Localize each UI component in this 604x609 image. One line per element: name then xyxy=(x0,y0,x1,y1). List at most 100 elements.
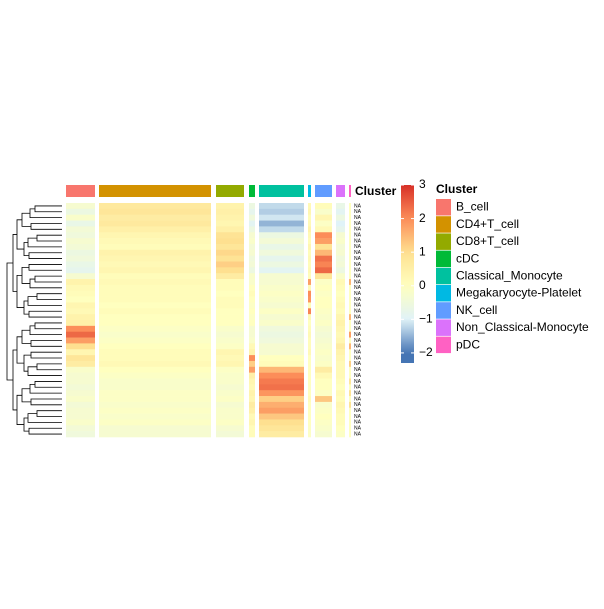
legend-swatch xyxy=(436,233,451,250)
dendrogram-branch xyxy=(34,381,62,388)
heat-cell xyxy=(308,384,311,391)
heat-cell xyxy=(308,407,311,414)
heat-cell xyxy=(336,279,345,286)
row-label: NA xyxy=(354,273,362,279)
row-label: NA xyxy=(354,361,362,367)
heat-cell xyxy=(315,384,332,391)
annotation-cell xyxy=(308,185,311,197)
heat-cell xyxy=(259,226,304,233)
heat-cell xyxy=(99,425,211,432)
heat-cell xyxy=(349,284,351,292)
heat-cell xyxy=(99,243,211,251)
heat-cell xyxy=(216,431,244,438)
row-label: NA xyxy=(354,268,362,274)
dendrogram-branch xyxy=(27,366,62,376)
heat-cell xyxy=(259,273,304,280)
heat-cell xyxy=(66,407,95,414)
heat-cell xyxy=(216,337,244,344)
heat-cell xyxy=(336,378,345,385)
heat-cell xyxy=(66,378,95,385)
heat-cell xyxy=(249,349,255,356)
heat-cell xyxy=(315,220,332,227)
heat-cell xyxy=(99,419,211,426)
heat-cell xyxy=(259,284,304,292)
heat-cell xyxy=(349,302,351,309)
dendrogram-branch xyxy=(36,293,62,300)
heat-cell xyxy=(308,279,311,286)
heat-cell xyxy=(66,372,95,379)
heat-cell xyxy=(336,302,345,309)
heat-cell xyxy=(259,360,304,368)
heat-cell xyxy=(66,284,95,292)
heat-cell xyxy=(336,425,345,432)
heat-cell xyxy=(216,425,244,432)
heat-cell xyxy=(259,337,304,344)
heat-cell xyxy=(66,232,95,239)
heat-cell xyxy=(216,279,244,286)
heat-cell xyxy=(349,349,351,356)
heat-cell xyxy=(216,273,244,280)
annotation-cell xyxy=(249,185,255,197)
heat-cell xyxy=(336,238,345,245)
dendrogram-branch xyxy=(28,427,62,435)
heat-cell xyxy=(308,343,311,350)
heat-cell xyxy=(308,284,311,292)
heat-cell xyxy=(216,390,244,397)
row-label: NA xyxy=(354,426,362,432)
heat-cell xyxy=(66,273,95,280)
heat-cell xyxy=(336,203,345,210)
legend-swatch xyxy=(436,267,451,285)
color-tick-label: 0 xyxy=(419,278,426,292)
heat-cell xyxy=(315,290,332,297)
heat-cell xyxy=(216,232,244,239)
heat-cell xyxy=(349,220,351,227)
heat-cell xyxy=(99,407,211,414)
heat-cell xyxy=(259,325,304,332)
heat-cell xyxy=(336,273,345,280)
heat-cell xyxy=(349,267,351,274)
heat-cell xyxy=(99,302,211,309)
heat-cell xyxy=(249,320,255,327)
heat-cell xyxy=(249,208,255,215)
heat-cell xyxy=(259,243,304,251)
heat-cell xyxy=(66,261,95,268)
heat-cell xyxy=(66,401,95,409)
heat-cell xyxy=(308,302,311,309)
heat-cell xyxy=(99,261,211,268)
heat-cell xyxy=(249,220,255,227)
heat-cell xyxy=(216,378,244,385)
heat-cell xyxy=(66,290,95,297)
heat-cell xyxy=(249,331,255,338)
heat-cell xyxy=(259,208,304,215)
heat-cell xyxy=(249,325,255,332)
row-label: NA xyxy=(354,233,362,239)
heat-cell xyxy=(349,243,351,251)
heat-cell xyxy=(336,401,345,409)
heat-cell xyxy=(99,238,211,245)
heat-cell xyxy=(308,267,311,274)
heat-cell xyxy=(216,407,244,414)
row-label: NA xyxy=(354,221,362,227)
heat-cell xyxy=(249,267,255,274)
heat-cell xyxy=(216,372,244,379)
heat-cell xyxy=(336,355,345,362)
row-label: NA xyxy=(354,215,362,221)
row-label: NA xyxy=(354,209,362,215)
heat-cell xyxy=(308,308,311,315)
legend-label: Non_Classical-Monocyte xyxy=(456,320,589,334)
heat-cell xyxy=(99,203,211,210)
row-label: NA xyxy=(354,256,362,262)
heat-cell xyxy=(336,314,345,321)
heat-cell xyxy=(259,413,304,420)
row-label: NA xyxy=(354,396,362,402)
heat-cell xyxy=(66,208,95,215)
heat-cell xyxy=(259,355,304,362)
heat-cell xyxy=(336,360,345,368)
row-label: NA xyxy=(354,332,362,338)
heat-cell xyxy=(259,249,304,256)
legend-label: pDC xyxy=(456,337,480,351)
heat-cell xyxy=(349,355,351,362)
legend-swatch xyxy=(436,285,451,302)
heat-cell xyxy=(315,208,332,215)
heat-cell xyxy=(336,261,345,268)
